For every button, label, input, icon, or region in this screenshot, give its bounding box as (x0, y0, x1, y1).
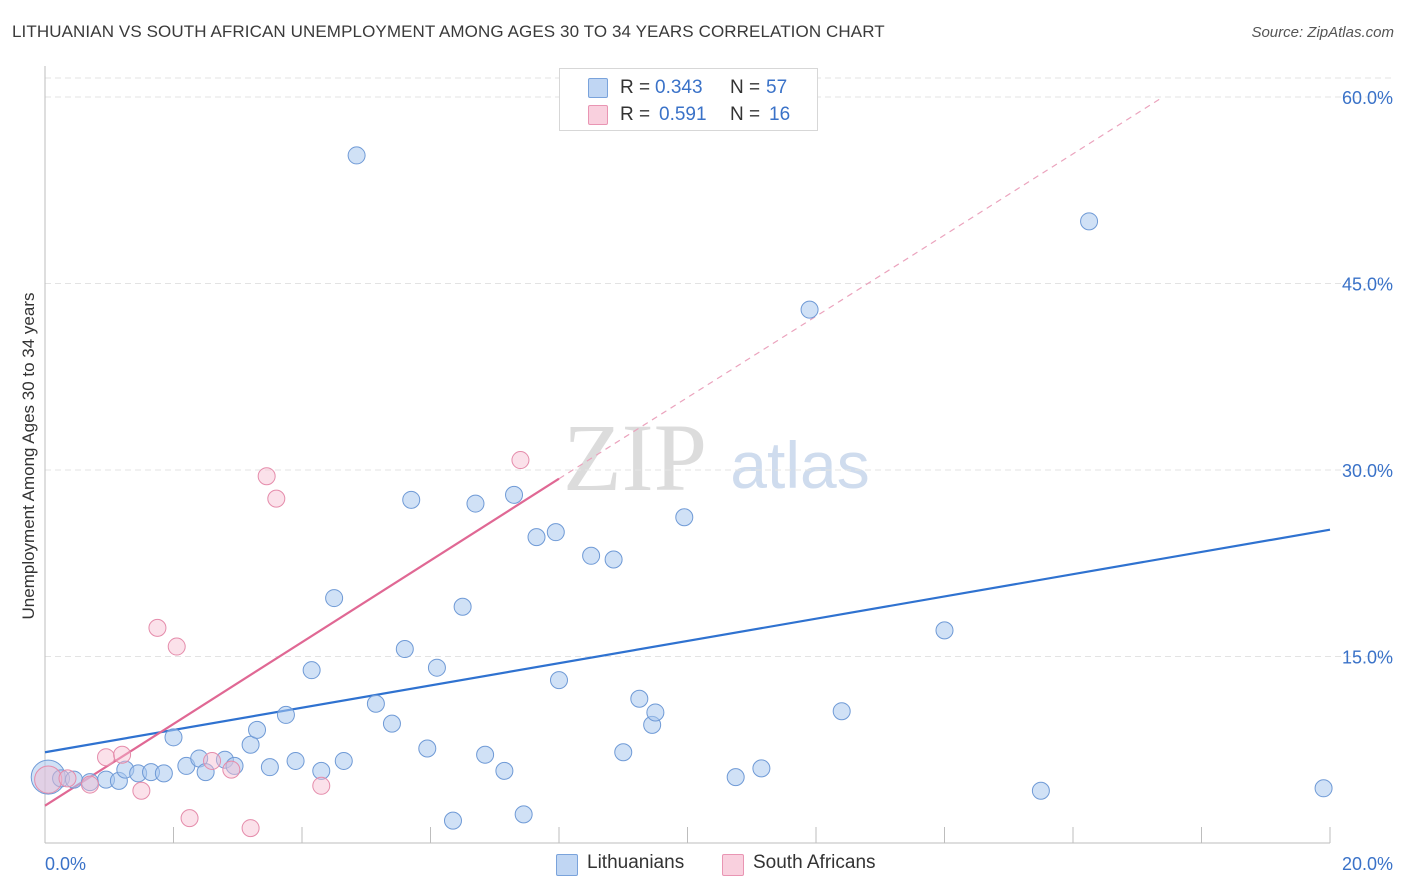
legend-n-value: 57 (766, 77, 788, 98)
tick-labels: 15.0% 30.0% 45.0% 60.0% 0.0% 20.0% (45, 88, 1393, 874)
lithuanians-point (347, 146, 366, 165)
legend-n-label: N = (730, 77, 761, 98)
legend-row-south-africans: R = 0.591 N = 16 (560, 102, 817, 128)
x-tick-label: 20.0% (1342, 854, 1393, 874)
legend-r-value: 0.343 (655, 77, 703, 98)
legend-lithuanians: Lithuanians (587, 852, 685, 873)
lithuanians-point (527, 528, 546, 547)
lithuanians-trend-line (44, 528, 1331, 754)
lithuanians-point (1314, 779, 1333, 798)
lithuanians-point (418, 739, 437, 758)
lithuanians-point (752, 759, 771, 778)
legend-south-africans: South Africans (753, 852, 876, 873)
lithuanians-point (546, 523, 565, 542)
lithuanians-point (154, 764, 173, 783)
lithuanians-point (495, 761, 514, 780)
data-points (30, 146, 1333, 838)
legend-n-label: N = (730, 104, 761, 125)
lithuanians-point (164, 728, 183, 747)
south-africans-point (113, 745, 132, 764)
lithuanians-point (675, 508, 694, 527)
lithuanians-point (286, 751, 305, 770)
lithuanians-point (476, 745, 495, 764)
lithuanians-point (800, 300, 819, 319)
lithuanians-point (312, 761, 331, 780)
lithuanians-point (427, 658, 446, 677)
lithuanians-point (395, 640, 414, 659)
series-legend: Lithuanians South Africans (0, 850, 1406, 878)
chart-title: LITHUANIAN VS SOUTH AFRICAN UNEMPLOYMENT… (12, 22, 885, 41)
lithuanians-point (614, 743, 633, 762)
south-africans-point (34, 765, 63, 794)
lithuanians-point (582, 546, 601, 565)
south-africans-point (167, 637, 186, 656)
lithuanians-point (466, 494, 485, 513)
lithuanians-point (325, 589, 344, 608)
south-africans-point (203, 751, 222, 770)
legend-r-label: R = (620, 104, 651, 125)
correlation-legend: R = 0.343 N = 57 R = 0.591 N = 16 (559, 68, 818, 131)
lithuanians-point (248, 720, 267, 739)
lithuanians-point (514, 805, 533, 824)
lithuanians-point (382, 714, 401, 733)
legend-n-value: 16 (769, 104, 791, 125)
lithuanians-point (302, 661, 321, 680)
lithuanians-point (505, 485, 524, 504)
y-tick-label: 15.0% (1342, 648, 1393, 668)
south-africans-point (222, 760, 241, 779)
south-africans-point (58, 769, 77, 788)
south-africans-point (267, 489, 286, 508)
lithuanians-point (1080, 212, 1099, 231)
lithuanians-point (443, 811, 462, 830)
watermark: ZIP atlas (563, 404, 870, 511)
lithuanians-point (453, 597, 472, 616)
south-africans-swatch (588, 105, 608, 125)
legend-r-label: R = (620, 77, 651, 98)
legend-r-value: 0.591 (659, 104, 707, 125)
source-label: Source: ZipAtlas.com (1251, 24, 1394, 41)
south-africans-point (132, 781, 151, 800)
lithuanians-point (604, 550, 623, 569)
gridlines (45, 77, 1395, 657)
watermark-atlas: atlas (730, 428, 869, 502)
south-africans-point (241, 819, 260, 838)
south-africans-point (257, 467, 276, 486)
trend-lines (44, 96, 1331, 807)
lithuanians-point (550, 671, 568, 690)
watermark-zip: ZIP (563, 404, 707, 511)
south-africans-point (80, 775, 99, 794)
lithuanians-point (334, 751, 353, 770)
lithuanians-point (241, 735, 260, 754)
south-africans-point (97, 748, 116, 767)
axes (44, 66, 1331, 844)
lithuanians-point (630, 689, 649, 708)
south-africans-trend-extension (558, 96, 1164, 480)
lithuanians-point (366, 694, 385, 713)
lithuanians-point (726, 768, 745, 787)
lithuanians-point (832, 702, 851, 721)
lithuanians-point (935, 621, 954, 640)
south-africans-point (511, 451, 530, 470)
lithuanians-swatch (588, 78, 608, 98)
south-africans-legend-swatch (722, 854, 744, 876)
lithuanians-point (276, 705, 295, 724)
lithuanians-point (646, 703, 665, 722)
y-tick-label: 30.0% (1342, 461, 1393, 481)
x-tick-label: 0.0% (45, 854, 86, 874)
y-tick-label: 45.0% (1342, 275, 1393, 295)
y-tick-label: 60.0% (1342, 88, 1393, 108)
south-africans-point (180, 809, 199, 828)
lithuanians-point (260, 758, 279, 777)
lithuanians-point (1031, 781, 1050, 800)
south-africans-point (312, 776, 331, 795)
legend-row-lithuanians: R = 0.343 N = 57 (560, 75, 817, 101)
south-africans-trend-line (44, 477, 560, 807)
lithuanians-legend-swatch (556, 854, 578, 876)
lithuanians-point (196, 763, 215, 782)
lithuanians-point (402, 490, 421, 509)
south-africans-point (148, 618, 167, 637)
